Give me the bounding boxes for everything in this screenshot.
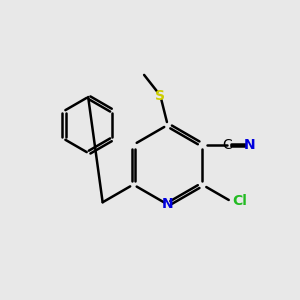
- Text: N: N: [162, 197, 173, 212]
- Text: Cl: Cl: [232, 194, 247, 208]
- Text: N: N: [243, 138, 255, 152]
- Text: C: C: [222, 138, 232, 152]
- Text: S: S: [155, 88, 165, 103]
